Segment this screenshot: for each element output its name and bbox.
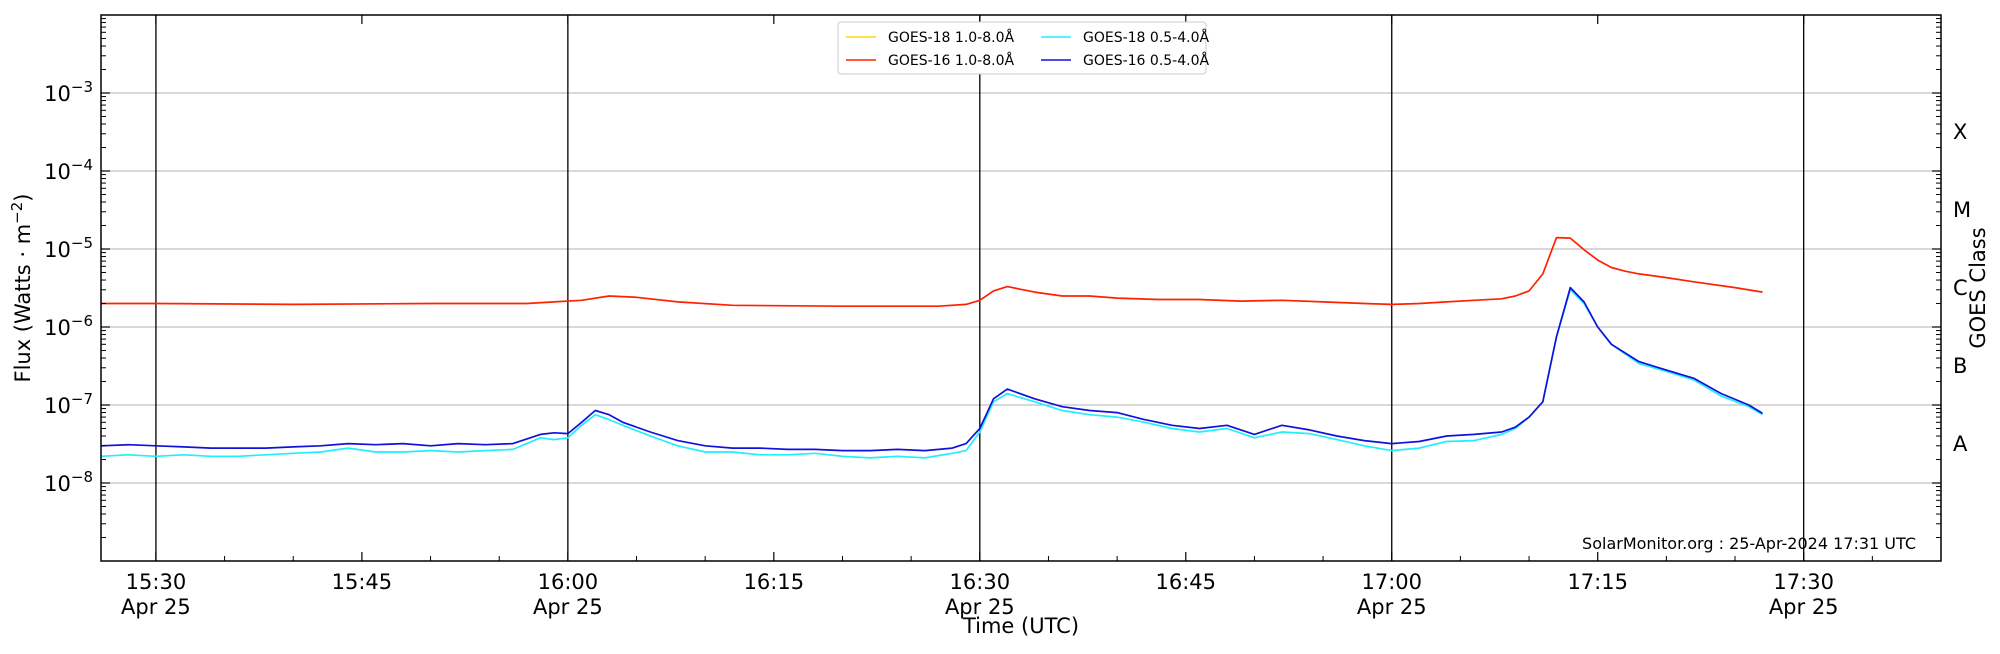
legend-label: GOES-18 1.0-8.0Å	[888, 29, 1014, 46]
series-line	[100, 288, 1763, 459]
goes-class-label: C	[1953, 276, 1968, 300]
x-tick-label: 17:30	[1773, 570, 1834, 594]
y-axis-title: Flux (Watts · m−2)	[8, 193, 35, 382]
goes-class-label: X	[1953, 120, 1967, 144]
grid-layer	[101, 92, 1941, 484]
y-tick-label: 10−4	[44, 156, 93, 184]
x-tick-label: 16:30	[950, 570, 1011, 594]
legend: GOES-18 1.0-8.0Å GOES-16 1.0-8.0Å GOES-18 …	[837, 21, 1209, 75]
x-tick-date-label: Apr 25	[945, 595, 1015, 619]
x-tick-label: 16:15	[744, 570, 805, 594]
y-tick-label: 10−7	[44, 390, 93, 418]
series-line	[100, 286, 1763, 452]
legend-label: GOES-16 0.5-4.0Å	[1083, 52, 1209, 69]
x-tick-date-label: Apr 25	[533, 595, 603, 619]
x-tick-label: 17:00	[1361, 570, 1422, 594]
x-tick-label: 16:00	[538, 570, 599, 594]
x-tick-label: 16:45	[1156, 570, 1217, 594]
x-tick-label: 17:15	[1567, 570, 1628, 594]
legend-label: GOES-16 1.0-8.0Å	[888, 52, 1014, 69]
legend-label: GOES-18 0.5-4.0Å	[1083, 29, 1209, 46]
x-tick-date-label: Apr 25	[121, 595, 191, 619]
y-tick-label: 10−5	[44, 234, 93, 262]
plot-frame	[100, 14, 1942, 562]
legend-box	[837, 21, 1207, 75]
y-tick-label: 10−3	[44, 78, 93, 106]
goes-class-label: M	[1953, 198, 1971, 222]
y-axis-ticks: 10−8 10−7 10−6 10−5 10−4 10−3	[44, 18, 1941, 539]
goes-class-label: B	[1953, 354, 1967, 378]
series-line	[101, 236, 1763, 308]
goes-class-label: A	[1953, 432, 1968, 456]
vertical-time-lines	[155, 15, 1805, 561]
x-axis-title: Time (UTC)	[962, 614, 1079, 638]
x-tick-date-label: Apr 25	[1357, 595, 1427, 619]
y-tick-label: 10−6	[44, 312, 93, 340]
x-tick-date-label: Apr 25	[1769, 595, 1839, 619]
x-tick-label: 15:45	[332, 570, 393, 594]
y-tick-label: 10−8	[44, 468, 93, 496]
goes-class-labels: A B C M X	[1953, 120, 1971, 456]
series-layer	[100, 236, 1763, 459]
x-tick-label: 15:30	[126, 570, 187, 594]
goes-class-axis-title: GOES Class	[1966, 227, 1990, 348]
credit-text: SolarMonitor.org : 25-Apr-2024 17:31 UTC	[1582, 534, 1916, 553]
